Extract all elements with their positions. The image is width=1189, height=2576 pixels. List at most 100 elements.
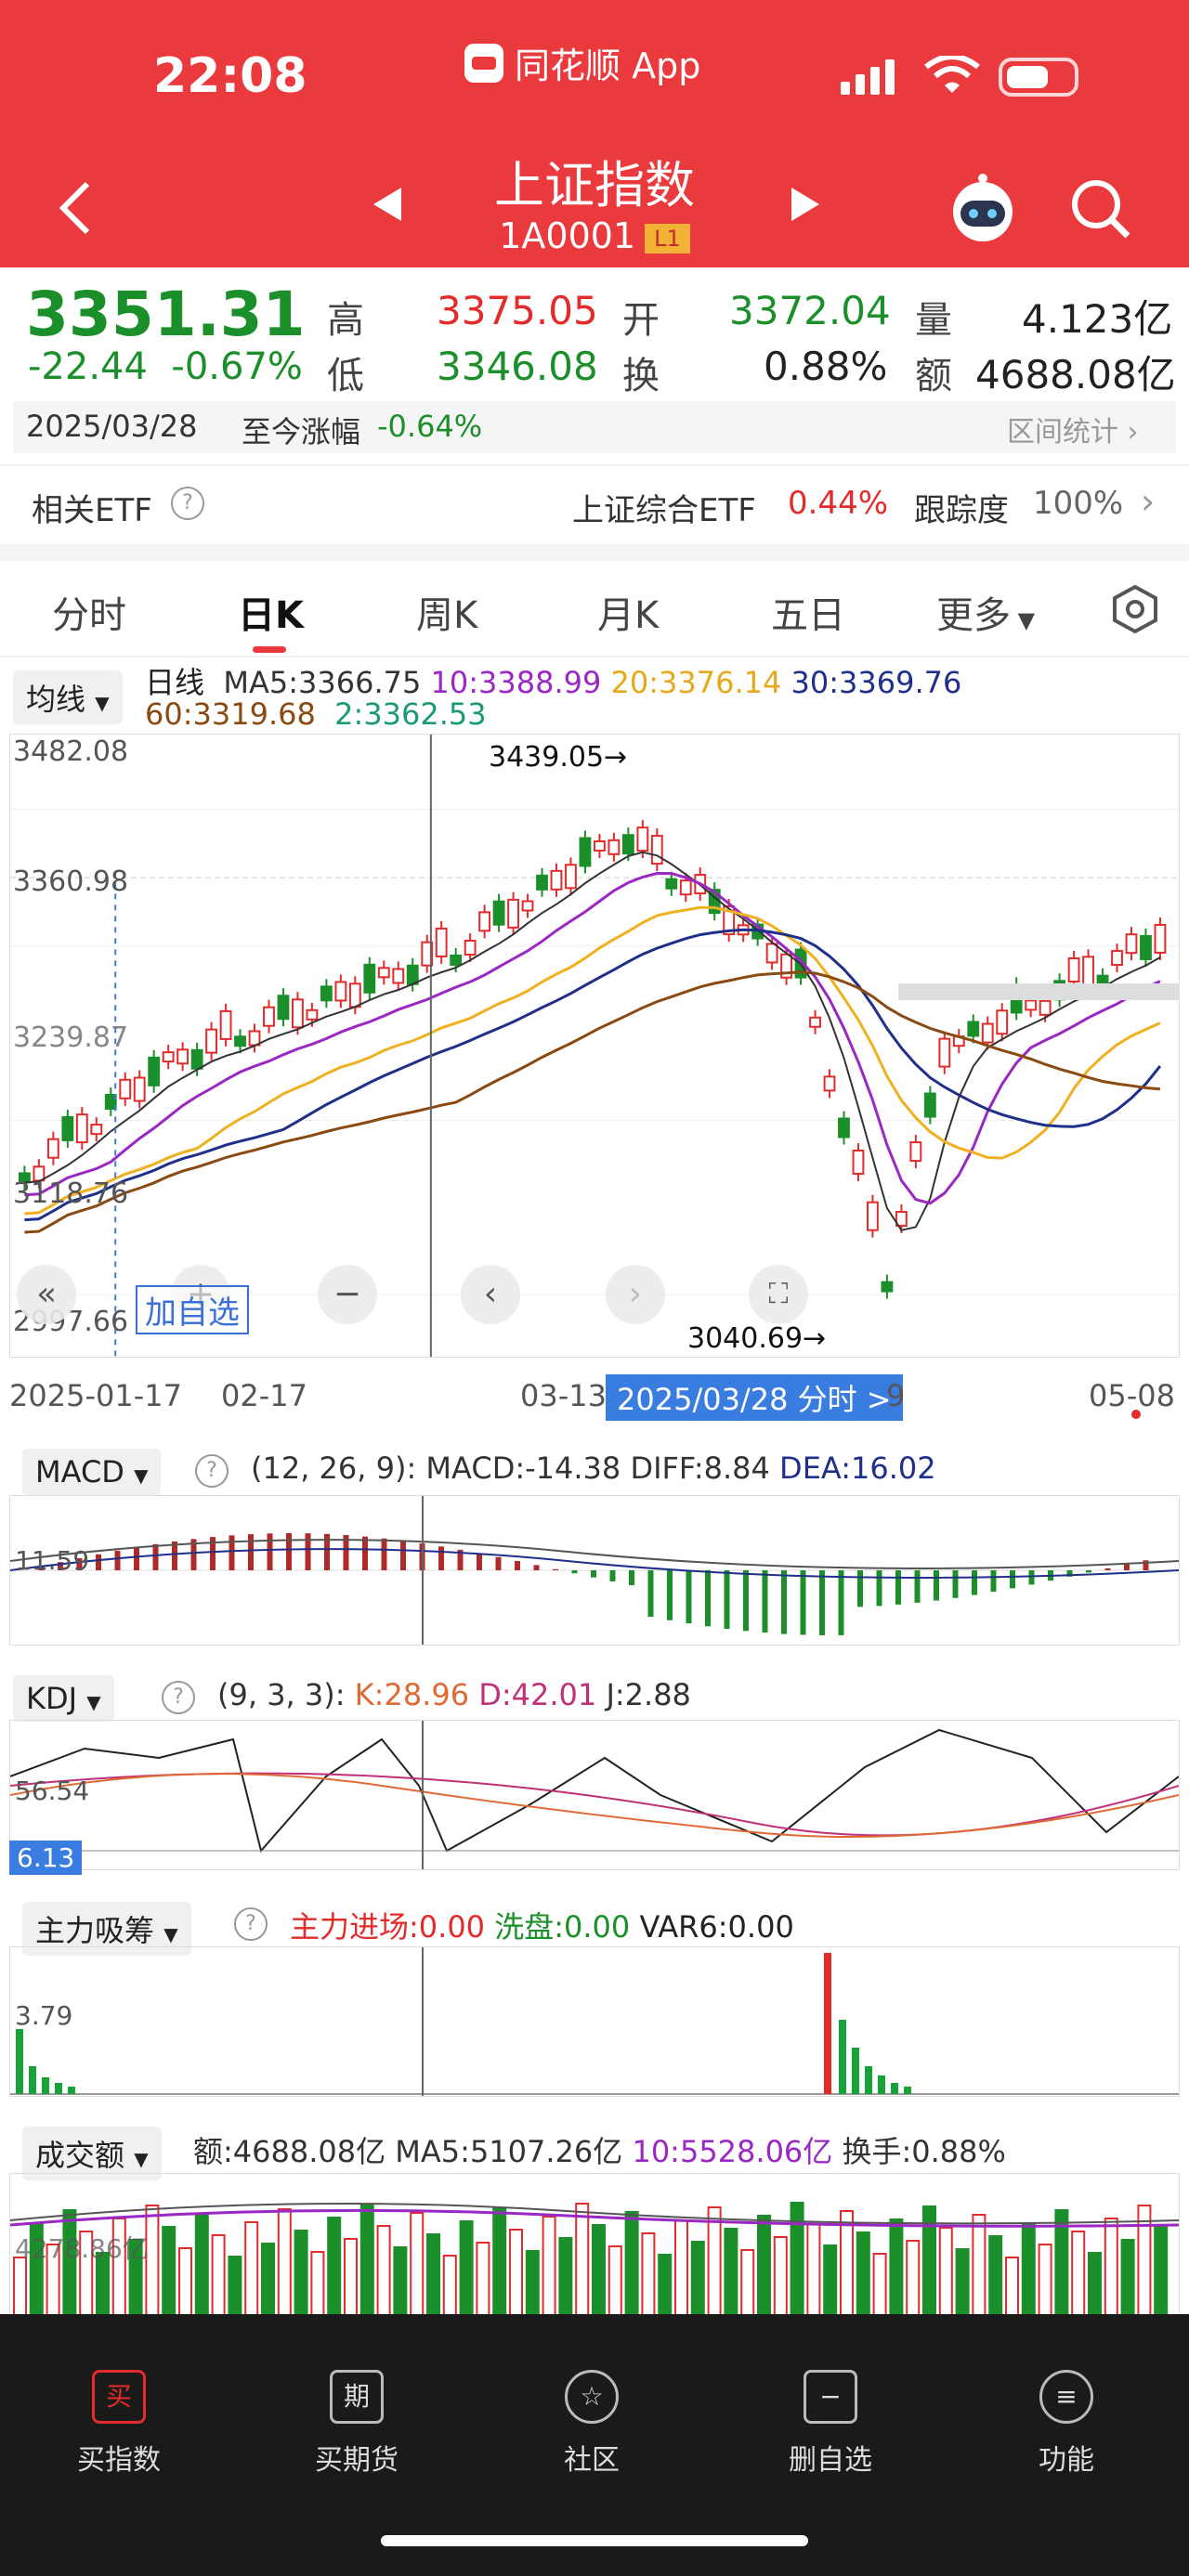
minus-icon[interactable]: − (318, 1265, 377, 1324)
nav-remove-watch[interactable]: − 删自选 (738, 2370, 923, 2478)
volume-select[interactable]: 成交额 ▼ (22, 2127, 162, 2180)
prev-stock-icon[interactable] (372, 186, 403, 223)
help-icon[interactable]: ? (195, 1454, 229, 1488)
since-label: 至今涨幅 (242, 414, 361, 449)
macd-bar (1086, 1570, 1091, 1573)
caret-down-icon: ▼ (1011, 607, 1036, 633)
kdj-y-tick: 56.54 (15, 1776, 90, 1806)
candle (665, 878, 678, 890)
stock-code: 1A0001 L1 (0, 215, 1189, 256)
search-icon[interactable] (1068, 176, 1133, 241)
etf-row[interactable]: 相关ETF ? 上证综合ETF 0.44% 跟踪度 100% › (0, 464, 1189, 544)
candle (133, 1076, 146, 1102)
candle (162, 1051, 175, 1063)
candle (895, 1211, 908, 1228)
ma20-value: 20:3376.14 (610, 665, 782, 700)
low-marker: 3040.69→ (687, 1322, 827, 1355)
help-icon[interactable]: ? (234, 1907, 268, 1941)
macd-bar (857, 1570, 863, 1607)
macd-params: (12, 26, 9): (251, 1451, 417, 1486)
nav-buy-futures[interactable]: 期 买期货 (264, 2370, 450, 2478)
volume-bar (624, 2211, 639, 2322)
volume-bar (856, 2231, 870, 2322)
nav-buy-index[interactable]: 买 买指数 (26, 2370, 212, 2478)
candle (823, 1075, 836, 1092)
macd-value: MACD:-14.38 (425, 1451, 621, 1486)
volume-select-label: 成交额 (35, 2138, 125, 2173)
nav-community[interactable]: ☆ 社区 (499, 2370, 685, 2478)
main-entry-value: 主力进场:0.00 (290, 1909, 486, 1945)
interval-stats-label: 区间统计 (1007, 416, 1118, 449)
candle (967, 1021, 980, 1037)
etf-name: 上证综合ETF (572, 492, 756, 529)
macd-bar (781, 1570, 787, 1634)
help-icon[interactable]: ? (171, 487, 204, 520)
tab-intraday[interactable]: 分时 (52, 594, 126, 637)
candle (348, 982, 361, 1008)
next-stock-icon[interactable] (790, 186, 821, 223)
tab-daily-k[interactable]: 日K (238, 594, 304, 637)
tab-five-day[interactable]: 五日 (771, 594, 845, 637)
candle (363, 963, 376, 994)
volume-bar (724, 2228, 738, 2322)
volume-bar (1120, 2239, 1135, 2322)
scroll-right-icon[interactable]: › (606, 1265, 665, 1324)
volume-bar (1104, 2218, 1118, 2322)
fullscreen-icon[interactable]: ⛶ (749, 1265, 808, 1324)
kdj-select[interactable]: KDJ ▼ (13, 1675, 114, 1722)
volume-bar (1038, 2244, 1052, 2322)
interval-stats-button[interactable]: 区间统计 › (1007, 416, 1139, 449)
macd-bar (571, 1570, 578, 1574)
battery-icon (999, 58, 1078, 97)
ma-select[interactable]: 均线 ▼ (13, 670, 123, 724)
robot-assistant-icon[interactable] (946, 173, 1020, 243)
app-switch-pill[interactable]: 同花顺 App (464, 37, 700, 88)
candle (435, 927, 448, 957)
volume-bar (922, 2205, 936, 2322)
settings-hexagon-icon[interactable] (1109, 583, 1161, 635)
tab-weekly-k[interactable]: 周K (416, 594, 478, 637)
x-tick-start: 2025-01-17 (9, 1378, 182, 1413)
volume-chart[interactable] (9, 2173, 1180, 2323)
candle (492, 900, 505, 926)
candle (46, 1138, 59, 1159)
volume-bar (359, 2204, 374, 2322)
candle (1154, 923, 1167, 954)
code-text: 1A0001 (499, 215, 636, 256)
volume-bar (128, 2239, 143, 2322)
macd-bar (724, 1570, 730, 1629)
add-watchlist-button[interactable]: 加自选 (136, 1285, 249, 1334)
kline-chart[interactable] (9, 734, 1180, 1358)
macd-chart[interactable] (9, 1495, 1180, 1646)
kdj-chart[interactable] (9, 1720, 1180, 1870)
volume-bar (658, 2254, 673, 2322)
volume-bar (13, 2257, 27, 2322)
zlxc-bar (16, 2029, 23, 2094)
tracking-value: 100% (1033, 485, 1124, 522)
zlxc-chart[interactable] (9, 1946, 1180, 2097)
page-title: 上证指数 (494, 156, 695, 215)
scroll-left-icon[interactable]: ‹ (461, 1265, 520, 1324)
tab-more[interactable]: 更多 ▼ (936, 585, 1035, 639)
vol-ma5: MA5:5107.26亿 (395, 2134, 623, 2169)
crosshair-date-button[interactable]: 2025/03/28 分时 > (606, 1374, 903, 1421)
volume-bar (327, 2217, 342, 2322)
volume-bar (194, 2213, 209, 2322)
macd-bar (381, 1538, 387, 1570)
macd-select[interactable]: MACD ▼ (22, 1449, 162, 1495)
wash-value: 洗盘:0.00 (494, 1909, 631, 1945)
candle (1039, 999, 1052, 1016)
candle (205, 1028, 218, 1054)
help-icon[interactable]: ? (162, 1681, 195, 1714)
back-icon[interactable] (56, 178, 93, 238)
candle (306, 1008, 319, 1021)
zlxc-bar (865, 2066, 872, 2094)
nav-functions[interactable]: ≡ 功能 (973, 2370, 1159, 2478)
macd-bar (800, 1570, 806, 1635)
candle (809, 1016, 821, 1028)
candle (1140, 934, 1152, 960)
candle (679, 879, 692, 896)
zoom-out-icon[interactable]: « (17, 1265, 76, 1324)
macd-bar (114, 1550, 121, 1570)
tab-monthly-k[interactable]: 月K (597, 594, 660, 637)
